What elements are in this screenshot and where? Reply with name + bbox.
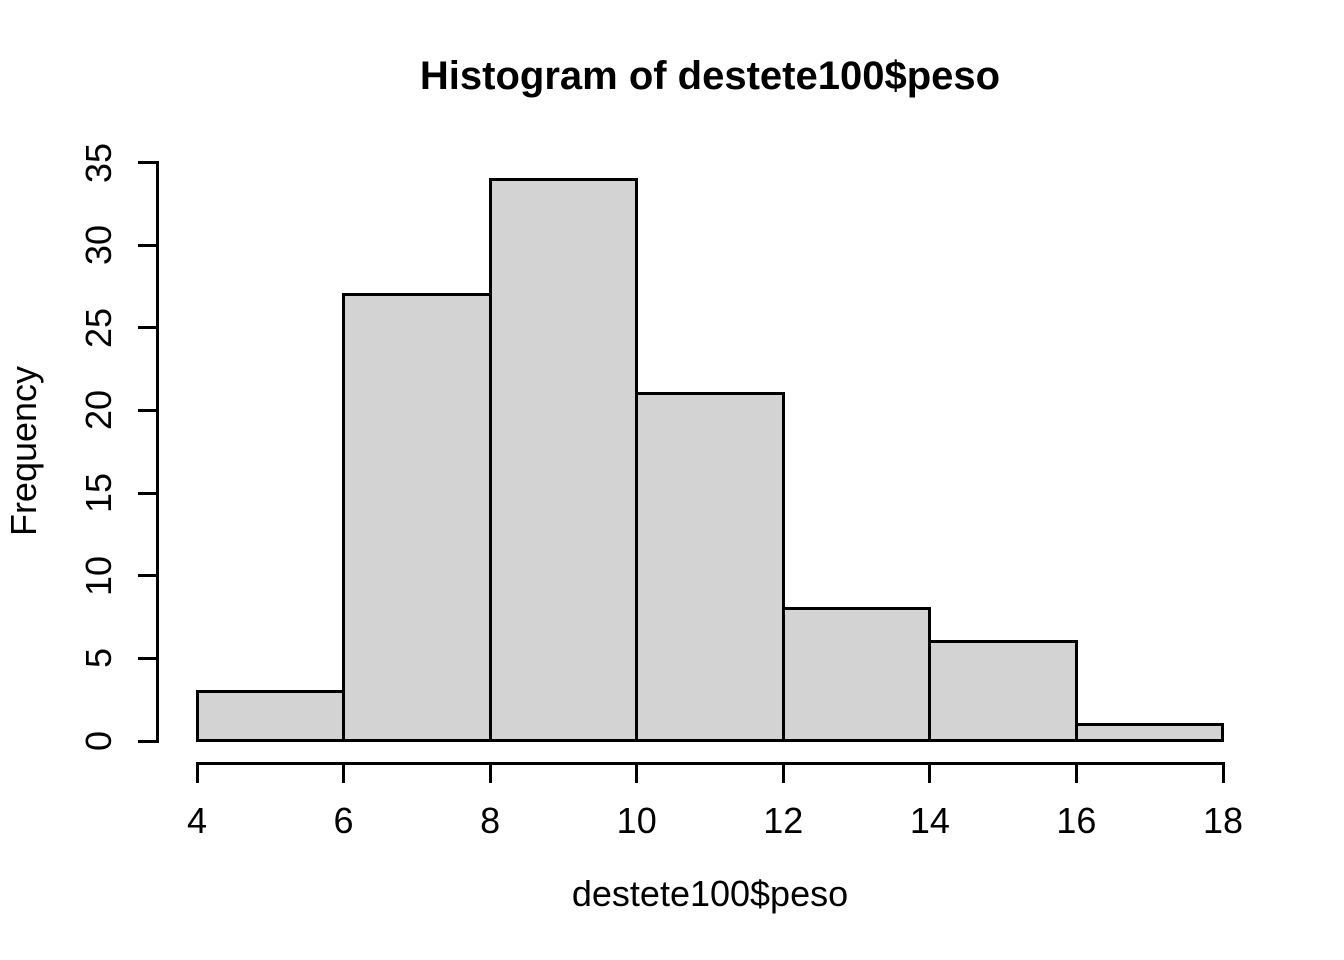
y-tick-label: 5 <box>78 648 119 669</box>
x-tick-label: 16 <box>1056 800 1097 841</box>
x-axis-tick <box>635 763 639 783</box>
histogram-bar <box>488 177 639 743</box>
x-axis-tick <box>488 763 492 783</box>
y-tick-label: 10 <box>78 555 119 596</box>
x-axis-tick <box>928 763 932 783</box>
y-axis-line <box>155 161 159 743</box>
y-axis-tick <box>138 408 157 412</box>
y-axis-tick <box>138 326 157 330</box>
y-tick-label: 0 <box>78 730 119 752</box>
x-axis-tick <box>1221 763 1225 783</box>
y-axis-tick <box>138 739 157 743</box>
x-axis-tick <box>195 763 199 783</box>
y-axis-tick <box>138 161 157 164</box>
y-tick-label: 15 <box>78 473 119 514</box>
y-tick-label: 20 <box>78 390 119 431</box>
x-axis-label: destete100$peso <box>571 873 849 914</box>
histogram-bar <box>195 689 346 743</box>
x-axis-line <box>195 761 1225 765</box>
histogram-bar <box>342 293 492 743</box>
y-axis-tick <box>138 243 157 247</box>
histogram-bar <box>1074 722 1225 743</box>
x-tick-label: 10 <box>616 800 657 841</box>
x-tick-label: 14 <box>909 800 950 841</box>
y-axis-tick <box>138 574 157 578</box>
x-axis-tick <box>781 763 785 783</box>
y-tick-label: 25 <box>78 307 119 348</box>
y-tick-label: 35 <box>78 142 119 183</box>
x-axis-tick <box>1074 763 1078 783</box>
x-axis-tick <box>342 763 346 783</box>
y-tick-label: 30 <box>78 225 119 266</box>
x-tick-label: 18 <box>1202 800 1244 841</box>
x-tick-label: 4 <box>186 800 208 841</box>
x-tick-label: 8 <box>480 800 501 841</box>
y-axis-tick <box>138 656 157 660</box>
x-tick-label: 6 <box>333 800 354 841</box>
x-tick-label: 12 <box>763 800 804 841</box>
histogram-bar <box>781 607 932 743</box>
histogram-bar <box>928 640 1078 743</box>
histogram-bar <box>635 392 785 743</box>
chart-title: Histogram of destete100$peso <box>419 54 1001 98</box>
y-axis-tick <box>138 491 157 495</box>
